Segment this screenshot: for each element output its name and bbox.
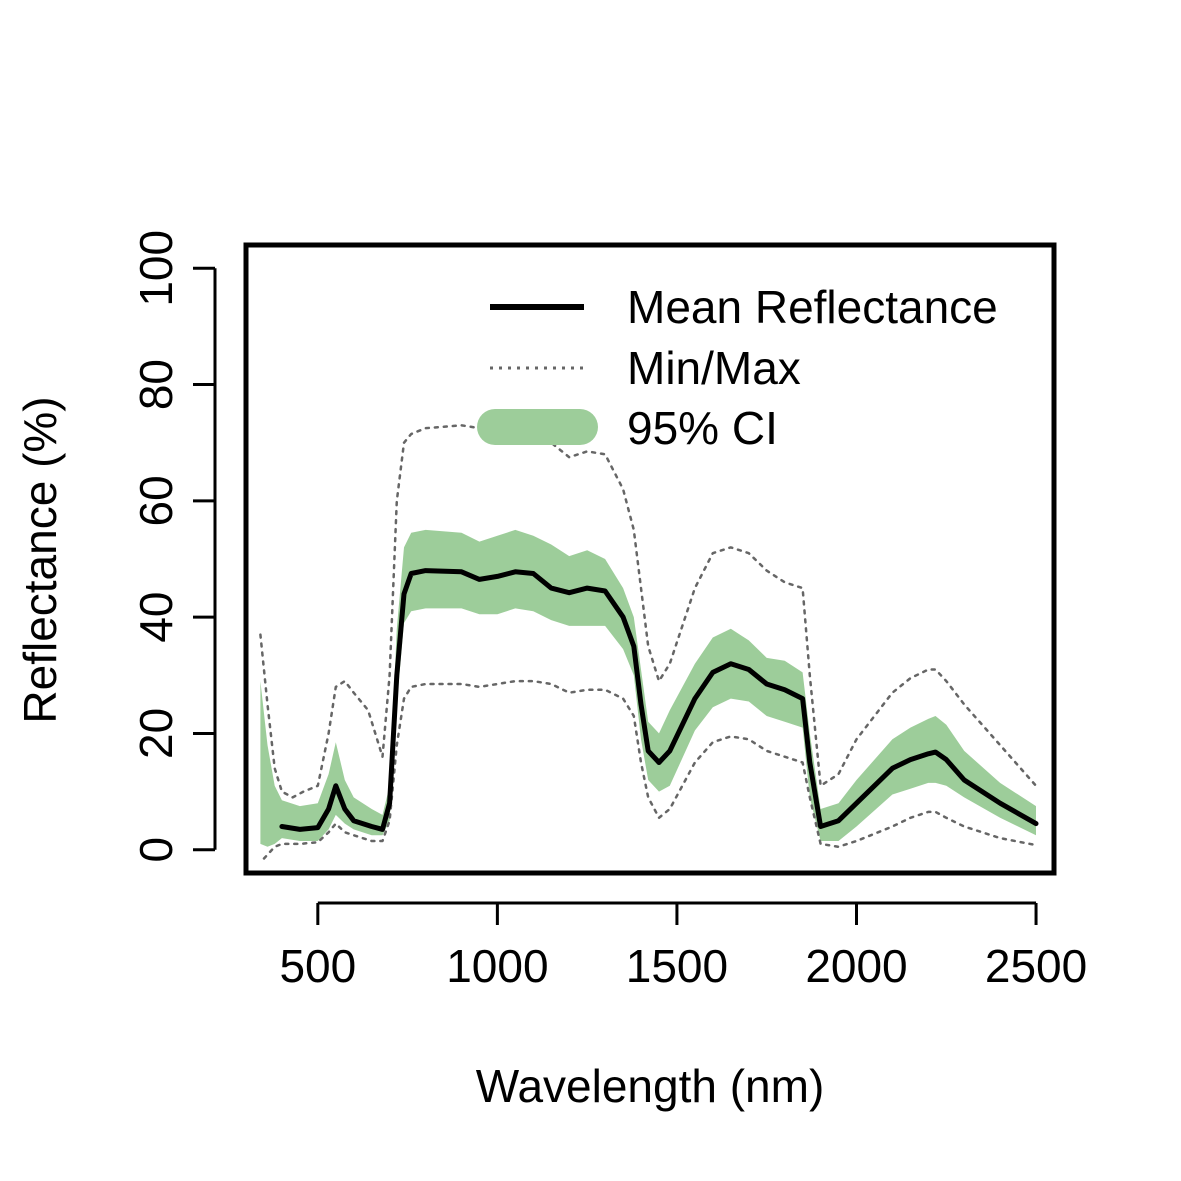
x-axis: 500 1000 1500 2000 2500 — [279, 901, 1087, 992]
y-tick-label: 100 — [130, 230, 182, 307]
mean-line — [279, 568, 1039, 832]
max-line — [259, 424, 1038, 799]
y-tick-label: 60 — [130, 475, 182, 526]
mean-layer — [279, 568, 1039, 832]
y-tick-label: 0 — [130, 837, 182, 863]
legend: Mean Reflectance Min/Max 95% CI — [477, 281, 998, 454]
y-tick-label: 20 — [130, 708, 182, 759]
legend-mean-label: Mean Reflectance — [627, 281, 998, 333]
plot-frame — [243, 242, 1057, 876]
min-line — [262, 679, 1038, 860]
ci-band-layer — [260, 529, 1036, 847]
legend-minmax-label: Min/Max — [627, 342, 801, 394]
x-tick-label: 1500 — [626, 940, 728, 992]
x-tick-label: 1000 — [446, 940, 548, 992]
x-axis-label: Wavelength (nm) — [476, 1060, 825, 1112]
minmax-layer — [259, 424, 1038, 860]
y-axis: 0 20 40 60 80 100 — [130, 230, 217, 863]
y-axis-label: Reflectance (%) — [14, 396, 66, 723]
x-tick-label: 2500 — [985, 940, 1087, 992]
y-tick-label: 40 — [130, 592, 182, 643]
x-tick-label: 500 — [279, 940, 356, 992]
ci-band — [260, 529, 1036, 847]
legend-ci-label: 95% CI — [627, 402, 778, 454]
x-tick-label: 2000 — [805, 940, 907, 992]
y-tick-label: 80 — [130, 359, 182, 410]
